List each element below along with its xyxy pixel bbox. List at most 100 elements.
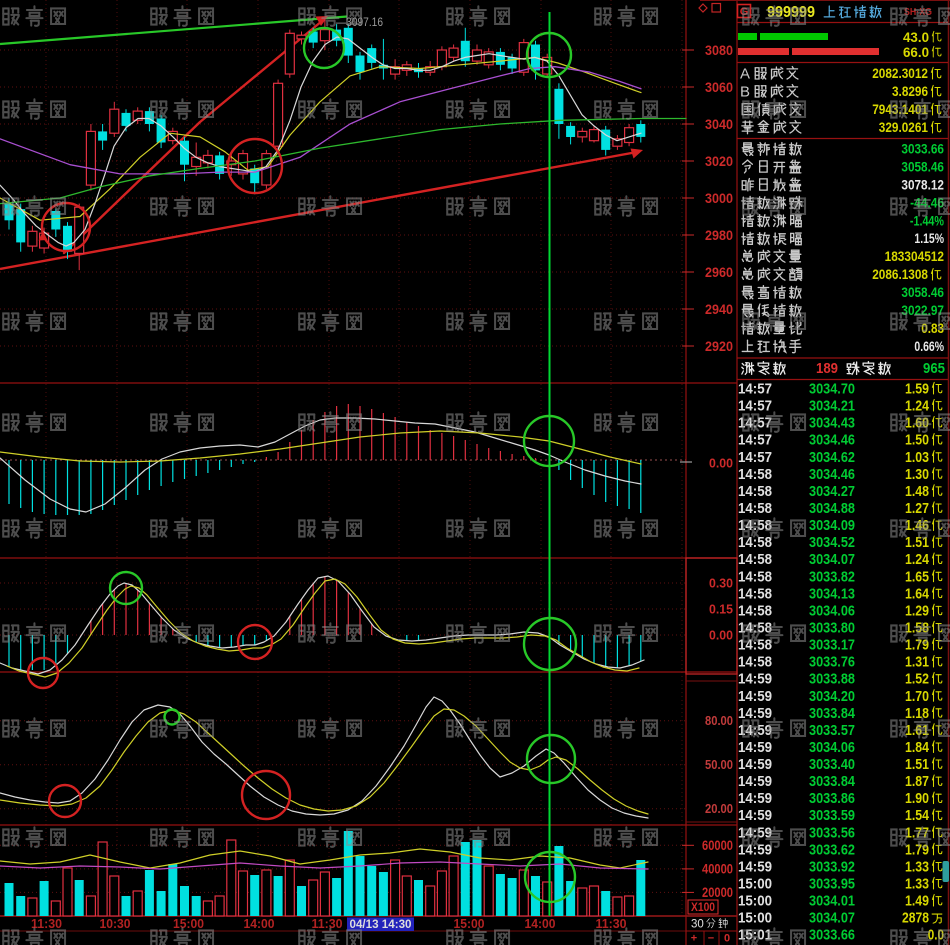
svg-text:3022.97: 3022.97	[901, 302, 944, 318]
svg-text:14:59: 14:59	[738, 756, 772, 773]
svg-text:3034.46: 3034.46	[809, 432, 855, 449]
svg-text:1.33: 1.33	[905, 859, 929, 876]
svg-text:3.8296: 3.8296	[892, 83, 928, 99]
svg-text:14:59: 14:59	[738, 773, 772, 790]
svg-text:14:58: 14:58	[738, 500, 772, 517]
svg-text:3034.20: 3034.20	[809, 688, 855, 705]
svg-text:+: +	[691, 933, 697, 945]
svg-text:15:00: 15:00	[738, 893, 772, 910]
svg-text:11:30: 11:30	[312, 917, 343, 931]
svg-text:14:57: 14:57	[738, 381, 772, 398]
svg-text:14:58: 14:58	[738, 466, 772, 483]
svg-text:14:57: 14:57	[738, 398, 772, 415]
svg-text:15:00: 15:00	[454, 917, 485, 931]
svg-text:14:59: 14:59	[738, 739, 772, 756]
svg-text:14:59: 14:59	[738, 671, 772, 688]
svg-text:14:58: 14:58	[738, 602, 772, 619]
svg-text:14:58: 14:58	[738, 551, 772, 568]
svg-text:3033.80: 3033.80	[809, 620, 855, 637]
svg-text:3078.12: 3078.12	[901, 177, 944, 193]
svg-text:14:59: 14:59	[738, 807, 772, 824]
svg-text:3034.27: 3034.27	[809, 483, 855, 500]
svg-text:−: −	[708, 933, 714, 945]
svg-text:3034.46: 3034.46	[809, 466, 855, 483]
svg-text:329.0261: 329.0261	[879, 119, 928, 135]
svg-text:14:57: 14:57	[738, 432, 772, 449]
svg-text:14:58: 14:58	[738, 483, 772, 500]
svg-text:3034.43: 3034.43	[809, 415, 855, 432]
svg-text:3058.46: 3058.46	[901, 159, 944, 175]
svg-text:43.0: 43.0	[903, 30, 929, 45]
svg-text:1.87: 1.87	[905, 773, 929, 790]
svg-text:1.79: 1.79	[905, 841, 929, 858]
svg-text:14:59: 14:59	[738, 688, 772, 705]
svg-text:11:30: 11:30	[596, 917, 627, 931]
svg-text:1.15%: 1.15%	[914, 230, 944, 246]
svg-text:3034.06: 3034.06	[809, 739, 855, 756]
svg-text:3034.62: 3034.62	[809, 449, 855, 466]
svg-text:0.00: 0.00	[709, 456, 733, 471]
svg-text:14:00: 14:00	[525, 917, 556, 931]
svg-text:1.18: 1.18	[905, 705, 929, 722]
svg-text:1.24: 1.24	[905, 551, 930, 568]
svg-text:965: 965	[923, 361, 945, 377]
svg-text:0.0: 0.0	[928, 927, 944, 944]
svg-text:1.29: 1.29	[905, 602, 929, 619]
svg-text:10:30: 10:30	[100, 917, 131, 931]
svg-text:50.00: 50.00	[705, 757, 733, 772]
svg-text:1.03: 1.03	[905, 449, 929, 466]
svg-text:0.00: 0.00	[709, 628, 733, 643]
svg-text:14:00: 14:00	[244, 917, 275, 931]
svg-text:3034.06: 3034.06	[809, 602, 855, 619]
svg-text:3034.01: 3034.01	[809, 893, 855, 910]
svg-text:3033.57: 3033.57	[809, 722, 855, 739]
svg-text:1.65: 1.65	[905, 568, 929, 585]
svg-text:3033.86: 3033.86	[809, 790, 855, 807]
svg-text:0.30: 0.30	[709, 576, 733, 591]
svg-text:3034.52: 3034.52	[809, 534, 855, 551]
svg-text:3058.46: 3058.46	[901, 284, 944, 300]
svg-text:11:30: 11:30	[31, 917, 62, 931]
svg-text:66.0: 66.0	[903, 45, 929, 60]
svg-text:14:59: 14:59	[738, 859, 772, 876]
svg-text:3060: 3060	[705, 79, 733, 95]
svg-text:14:57: 14:57	[738, 449, 772, 466]
svg-text:3033.95: 3033.95	[809, 876, 855, 893]
svg-text:3034.70: 3034.70	[809, 381, 855, 398]
svg-text:3040: 3040	[705, 116, 733, 132]
svg-text:0: 0	[724, 933, 730, 945]
svg-text:3080: 3080	[705, 42, 733, 58]
svg-text:2082.3012: 2082.3012	[872, 65, 928, 81]
svg-text:1.33: 1.33	[905, 876, 929, 893]
svg-text:183304512: 183304512	[885, 248, 945, 264]
svg-text:B: B	[740, 84, 750, 101]
svg-text:3033.92: 3033.92	[809, 859, 855, 876]
svg-text:2960: 2960	[705, 264, 733, 280]
svg-text:2878: 2878	[902, 910, 929, 927]
svg-text:X100: X100	[691, 902, 715, 914]
svg-text:3033.84: 3033.84	[809, 773, 856, 790]
svg-text:3020: 3020	[705, 153, 733, 169]
svg-text:1.30: 1.30	[905, 466, 929, 483]
svg-text:40000: 40000	[702, 861, 733, 876]
svg-text:1.84: 1.84	[905, 739, 930, 756]
svg-text:1.52: 1.52	[905, 671, 929, 688]
svg-text:15:00: 15:00	[738, 876, 772, 893]
svg-text:A: A	[740, 66, 750, 83]
svg-text:1.54: 1.54	[905, 807, 930, 824]
svg-text:1.50: 1.50	[905, 432, 929, 449]
svg-text:3034.07: 3034.07	[809, 551, 855, 568]
svg-text:1.51: 1.51	[905, 756, 929, 773]
svg-text:7943.1401: 7943.1401	[872, 101, 928, 117]
svg-text:1.24: 1.24	[905, 398, 930, 415]
svg-text:3033.40: 3033.40	[809, 756, 855, 773]
svg-text:15:00: 15:00	[738, 910, 772, 927]
svg-text:14:59: 14:59	[738, 705, 772, 722]
svg-text:3033.82: 3033.82	[809, 568, 855, 585]
svg-text:1.64: 1.64	[905, 585, 930, 602]
svg-text:14:58: 14:58	[738, 620, 772, 637]
svg-text:3034.07: 3034.07	[809, 910, 855, 927]
svg-text:0.66%: 0.66%	[914, 338, 944, 354]
svg-text:3000: 3000	[705, 190, 733, 206]
svg-text:189: 189	[816, 361, 838, 377]
